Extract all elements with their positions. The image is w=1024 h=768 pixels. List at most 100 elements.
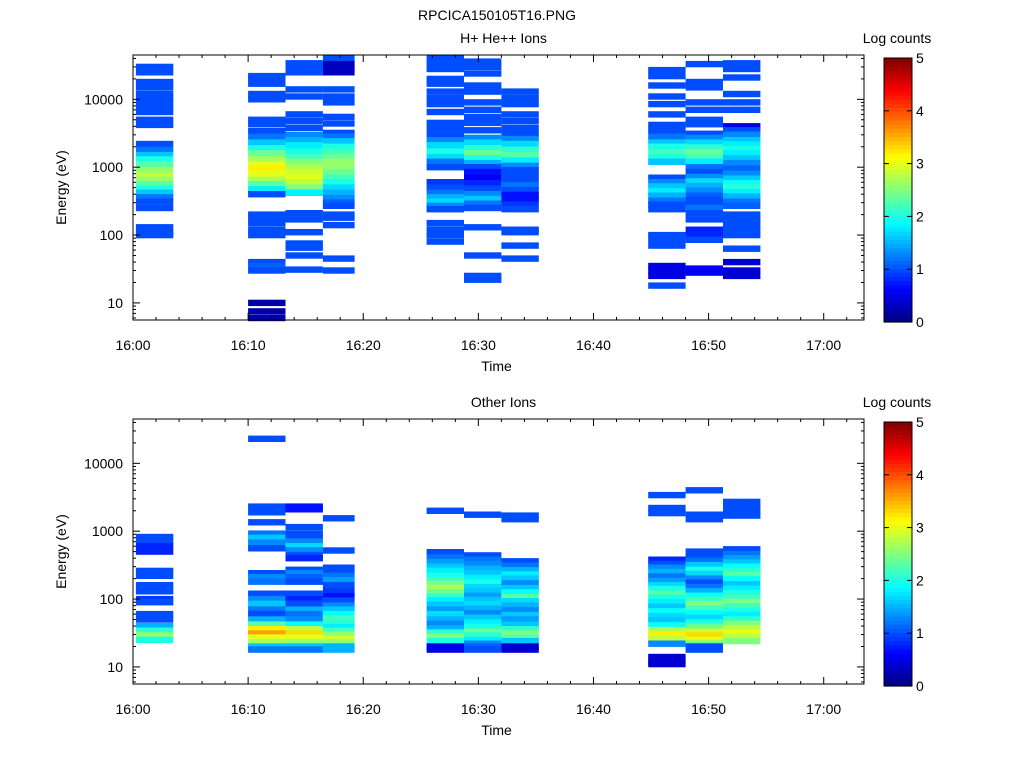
cell — [285, 534, 323, 541]
cell — [426, 119, 464, 127]
cell — [685, 204, 723, 212]
cell — [322, 60, 355, 68]
cell — [501, 602, 539, 609]
colorbar-segment — [884, 537, 912, 543]
cell — [648, 93, 686, 100]
cell — [648, 635, 686, 642]
cell — [285, 174, 323, 181]
colorbar-segment — [884, 144, 912, 150]
colorbar-segment — [884, 673, 912, 679]
cell — [426, 616, 464, 623]
colorbar-segment — [884, 455, 912, 460]
cell — [285, 578, 323, 585]
cell — [426, 137, 464, 144]
cell — [464, 565, 502, 572]
cell — [248, 299, 286, 307]
cell — [648, 100, 686, 108]
cell — [464, 588, 502, 595]
cell — [322, 610, 355, 618]
colorbar-segment — [884, 549, 912, 555]
cell — [285, 86, 323, 93]
cell — [285, 646, 323, 653]
cell — [723, 585, 761, 592]
cell — [685, 116, 723, 123]
cell — [648, 192, 686, 199]
cell — [501, 167, 539, 174]
cell — [322, 564, 355, 571]
cell — [135, 567, 174, 575]
colorbar-segment — [884, 496, 912, 501]
colorbar-segment — [884, 533, 912, 539]
cell — [685, 562, 723, 569]
colorbar-segment — [884, 450, 912, 456]
cell — [464, 614, 502, 621]
colorbar-frame — [883, 57, 913, 323]
cell — [723, 637, 761, 645]
cell — [322, 214, 355, 221]
cell — [285, 574, 323, 581]
cell — [322, 168, 355, 176]
cell — [648, 272, 686, 280]
y-tick-label: 10000 — [84, 455, 123, 471]
cell — [501, 637, 539, 645]
cell — [501, 571, 539, 578]
cell — [322, 189, 355, 196]
cell — [248, 96, 286, 103]
cell — [685, 106, 723, 113]
colorbar-segment — [884, 578, 912, 584]
cell — [501, 191, 539, 199]
cell — [648, 603, 686, 610]
cell — [648, 201, 686, 208]
cell — [685, 570, 723, 578]
colorbar-segment — [884, 157, 912, 162]
cell — [285, 639, 323, 646]
panel-2: 16:00 16:10 16:20 16:30 16:40 16:50 17:0010100… — [53, 394, 931, 738]
cell — [322, 179, 355, 186]
colorbar-segment — [884, 483, 912, 489]
cell — [248, 630, 286, 637]
cell — [501, 593, 539, 601]
colorbar-segment — [884, 148, 912, 154]
colorbar-segment — [884, 459, 912, 464]
cell — [501, 177, 539, 184]
cell — [723, 127, 761, 134]
cell — [248, 314, 286, 322]
cell — [685, 265, 723, 272]
cell — [685, 200, 723, 207]
x-tick-label: 16:40 — [576, 701, 611, 717]
cell — [723, 165, 761, 172]
cell — [685, 553, 723, 560]
cell — [464, 127, 502, 134]
cell — [685, 231, 723, 239]
colorbar-segment — [884, 231, 912, 236]
cell — [135, 108, 174, 116]
cell — [685, 605, 723, 612]
colorbar-segment — [884, 247, 912, 253]
cell — [464, 646, 502, 653]
cell — [685, 144, 723, 151]
cell — [248, 545, 286, 552]
colorbar-segment — [884, 198, 912, 203]
colorbar-segment — [884, 280, 912, 286]
cell — [248, 590, 286, 597]
cell — [501, 621, 539, 628]
colorbar-tick-label: 0 — [916, 314, 924, 330]
colorbar-segment — [884, 595, 912, 600]
panel-title: Other Ions — [471, 394, 536, 410]
cell — [135, 582, 174, 589]
cell — [135, 104, 174, 111]
cell — [248, 165, 286, 172]
cell — [648, 66, 686, 74]
cell — [648, 174, 686, 181]
cell — [426, 633, 464, 640]
cell — [464, 601, 502, 608]
cell — [648, 653, 686, 661]
heatmap-cells — [135, 55, 761, 322]
colorbar-segment — [884, 463, 912, 468]
cell — [501, 162, 539, 169]
cell — [285, 216, 323, 223]
cell — [135, 543, 174, 550]
cell — [248, 156, 286, 163]
cell — [426, 184, 464, 191]
cell — [648, 568, 686, 576]
